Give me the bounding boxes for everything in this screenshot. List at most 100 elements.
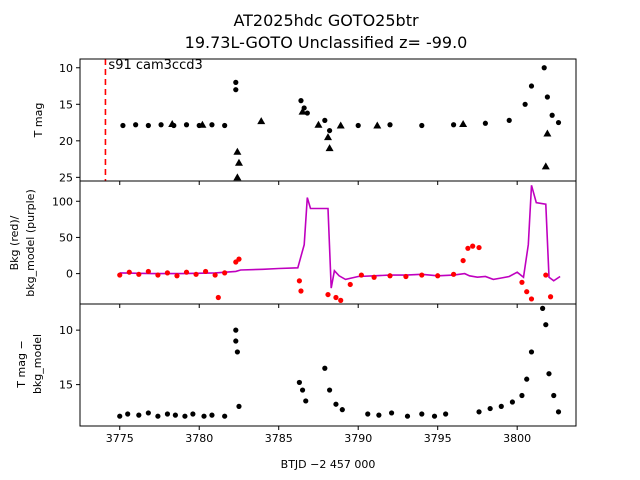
data-point [233, 87, 239, 93]
data-point [347, 281, 353, 288]
data-point [333, 294, 339, 301]
data-point [145, 410, 151, 416]
data-point [164, 270, 171, 276]
data-point [506, 117, 512, 123]
data-point [296, 278, 302, 284]
bottom-ylabel-line1: T mag − [15, 340, 28, 388]
bottom-panel-corrected-magnitude: 10 15 3775 3780 3785 3790 3795 3800 [59, 303, 577, 445]
data-point [233, 327, 239, 333]
data-point-triangle [234, 158, 243, 166]
y-tick-label: 0 [66, 268, 73, 281]
data-point [498, 403, 504, 409]
data-point [476, 244, 482, 251]
data-point [487, 405, 493, 412]
y-tick-label: 50 [59, 231, 73, 244]
data-point [528, 83, 535, 89]
data-point-triangle [373, 121, 382, 129]
data-point [547, 294, 554, 300]
data-point [155, 413, 161, 419]
data-point [164, 411, 171, 417]
data-point [215, 294, 221, 301]
data-point [209, 412, 215, 418]
data-point [325, 291, 331, 298]
data-point [126, 269, 132, 275]
panel-frame [79, 303, 577, 427]
data-point [183, 269, 190, 275]
data-point [549, 112, 555, 118]
data-point [125, 411, 131, 417]
data-point [419, 411, 425, 417]
data-point [555, 409, 562, 415]
x-tick-label: 3780 [185, 432, 213, 445]
data-point-triangle [324, 133, 332, 141]
y-tick-label: 25 [59, 171, 73, 184]
data-point [371, 274, 377, 280]
data-point-triangle [298, 107, 307, 115]
data-point-triangle [543, 129, 552, 137]
data-point [524, 289, 530, 295]
data-point [546, 371, 552, 377]
data-point [136, 412, 142, 418]
x-tick-label: 3785 [265, 432, 293, 445]
data-point [338, 297, 344, 303]
data-point [476, 409, 482, 415]
bottom-xlabel: BTJD −2 457 000 [281, 458, 376, 471]
data-point [120, 122, 126, 129]
data-point [543, 322, 549, 328]
data-point [355, 122, 361, 129]
data-point-triangle [325, 144, 334, 152]
data-point [544, 94, 550, 100]
data-point [450, 122, 457, 128]
data-point [233, 338, 239, 344]
data-point [551, 392, 557, 399]
data-point [233, 79, 239, 85]
data-point [117, 413, 123, 419]
data-point [333, 401, 339, 407]
data-point-triangle [233, 173, 242, 181]
data-point [201, 413, 207, 419]
data-point [450, 271, 457, 277]
data-point [322, 365, 328, 371]
data-point [388, 410, 395, 416]
data-point [299, 387, 306, 393]
data-point [522, 101, 528, 107]
y-tick-label: 15 [59, 98, 73, 111]
x-tick-label: 3795 [424, 432, 452, 445]
y-tick-label: 20 [59, 135, 73, 148]
data-point [509, 399, 516, 405]
data-point [419, 122, 425, 129]
data-point [387, 122, 393, 128]
data-point [236, 256, 242, 262]
bottom-ylabel-line2: bkg_model [31, 334, 44, 394]
data-point [460, 257, 466, 264]
y-tick-label: 10 [59, 324, 73, 337]
middle-ylabel-line1: Bkg (red)/ [8, 215, 21, 270]
data-point [136, 271, 142, 277]
data-point [403, 273, 409, 280]
data-point [519, 279, 525, 285]
data-point [524, 376, 530, 382]
data-point [404, 413, 411, 419]
data-point [419, 272, 425, 278]
data-point [145, 268, 151, 275]
data-point [339, 407, 345, 413]
data-point [431, 413, 438, 419]
data-point-triangle [541, 162, 550, 170]
data-point-triangle [257, 117, 266, 125]
data-point [117, 272, 123, 278]
x-tick-label: 3800 [503, 432, 531, 445]
data-point [443, 411, 449, 417]
data-point [145, 122, 151, 129]
data-point [298, 98, 304, 104]
data-point [470, 243, 476, 249]
middle-ylabel-line2: bkg_model (purple) [24, 189, 37, 296]
data-point [326, 127, 333, 134]
data-point [236, 403, 242, 409]
data-point-triangle [336, 121, 345, 129]
data-point [387, 273, 393, 279]
data-point [465, 245, 471, 251]
data-point [303, 398, 309, 404]
data-point [541, 65, 547, 71]
data-point [528, 296, 535, 302]
